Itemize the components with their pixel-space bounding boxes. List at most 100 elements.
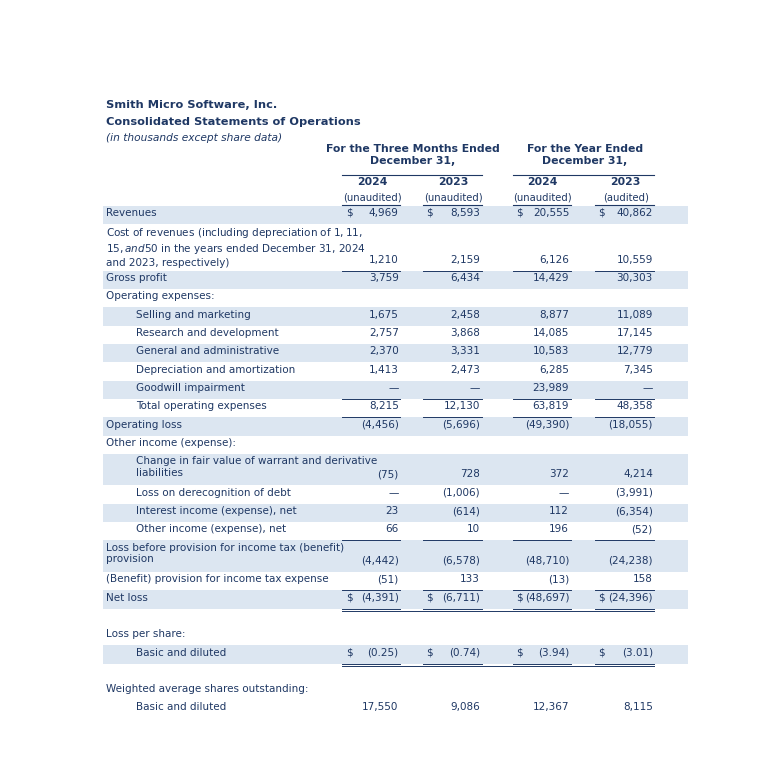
Bar	[103, 435, 688, 454]
Text: 2,370: 2,370	[369, 346, 399, 356]
Bar	[103, 206, 688, 224]
Text: (0.25): (0.25)	[368, 648, 399, 658]
Bar	[103, 308, 688, 325]
Text: 112: 112	[549, 506, 569, 516]
Text: —: —	[642, 383, 653, 393]
Text: 6,126: 6,126	[539, 254, 569, 264]
Bar	[103, 289, 688, 308]
Text: 63,819: 63,819	[533, 401, 569, 411]
Text: 12,779: 12,779	[616, 346, 653, 356]
Text: Loss on derecognition of debt: Loss on derecognition of debt	[136, 488, 291, 498]
Bar	[103, 224, 688, 271]
Text: 2024: 2024	[357, 178, 388, 188]
Text: 10,559: 10,559	[617, 254, 653, 264]
Text: (6,354): (6,354)	[615, 506, 653, 516]
Text: —: —	[470, 383, 480, 393]
Text: —: —	[389, 488, 399, 498]
Text: Loss per share:: Loss per share:	[106, 629, 186, 639]
Text: Operating loss: Operating loss	[106, 420, 183, 430]
Text: (unaudited): (unaudited)	[424, 192, 483, 202]
Text: $: $	[426, 208, 433, 218]
Text: (4,391): (4,391)	[361, 593, 399, 602]
Text: 17,145: 17,145	[616, 328, 653, 338]
Text: (13): (13)	[548, 574, 569, 584]
Text: 11,089: 11,089	[617, 309, 653, 319]
Text: 4,214: 4,214	[623, 469, 653, 479]
Text: 40,862: 40,862	[617, 208, 653, 218]
Text: 30,303: 30,303	[617, 273, 653, 283]
Text: Other income (expense), net: Other income (expense), net	[136, 524, 286, 534]
Bar	[103, 700, 688, 719]
Text: (48,710): (48,710)	[525, 556, 569, 566]
Text: $: $	[346, 648, 352, 658]
Text: Other income (expense):: Other income (expense):	[106, 438, 237, 448]
Text: 728: 728	[460, 469, 480, 479]
Text: —: —	[389, 383, 399, 393]
Text: 8,215: 8,215	[369, 401, 399, 411]
Text: Consolidated Statements of Operations: Consolidated Statements of Operations	[106, 117, 361, 128]
Bar	[103, 454, 688, 485]
Text: $: $	[517, 208, 523, 218]
Text: (4,442): (4,442)	[361, 556, 399, 566]
Text: 14,085: 14,085	[533, 328, 569, 338]
Text: 23,989: 23,989	[533, 383, 569, 393]
Text: (48,697): (48,697)	[524, 593, 569, 602]
Text: 9,086: 9,086	[450, 703, 480, 713]
Text: $: $	[517, 593, 523, 602]
Text: (614): (614)	[452, 506, 480, 516]
Bar	[103, 325, 688, 344]
Text: (49,390): (49,390)	[525, 420, 569, 430]
Text: 66: 66	[386, 524, 399, 534]
Text: General and administrative: General and administrative	[136, 346, 279, 356]
Text: 3,868: 3,868	[450, 328, 480, 338]
Bar	[103, 627, 688, 645]
Text: $: $	[598, 208, 605, 218]
Text: 1,413: 1,413	[369, 365, 399, 375]
Bar	[103, 608, 688, 627]
Text: 8,115: 8,115	[623, 703, 653, 713]
Text: 6,285: 6,285	[539, 365, 569, 375]
Text: For the Three Months Ended
December 31,: For the Three Months Ended December 31,	[326, 145, 500, 166]
Text: (0.74): (0.74)	[449, 648, 480, 658]
Bar	[103, 645, 688, 663]
Text: 133: 133	[460, 574, 480, 584]
Bar	[103, 540, 688, 572]
Bar	[103, 572, 688, 591]
Text: (6,578): (6,578)	[442, 556, 480, 566]
Text: (3.01): (3.01)	[621, 648, 653, 658]
Bar	[103, 663, 688, 682]
Text: Loss before provision for income tax (benefit)
provision: Loss before provision for income tax (be…	[106, 543, 345, 564]
Bar	[103, 344, 688, 363]
Text: Basic and diluted: Basic and diluted	[136, 703, 226, 713]
Bar	[103, 363, 688, 380]
Text: (6,711): (6,711)	[442, 593, 480, 602]
Text: 2023: 2023	[438, 178, 469, 188]
Text: For the Year Ended
December 31,: For the Year Ended December 31,	[527, 145, 643, 166]
Text: (51): (51)	[377, 574, 399, 584]
Bar	[103, 271, 688, 289]
Text: $: $	[426, 593, 433, 602]
Text: (24,396): (24,396)	[608, 593, 653, 602]
Text: 4,969: 4,969	[369, 208, 399, 218]
Text: $: $	[426, 648, 433, 658]
Bar	[103, 504, 688, 522]
Bar	[103, 522, 688, 540]
Text: Change in fair value of warrant and derivative
liabilities: Change in fair value of warrant and deri…	[136, 456, 377, 478]
Text: 2,458: 2,458	[450, 309, 480, 319]
Text: Depreciation and amortization: Depreciation and amortization	[136, 365, 295, 375]
Text: Gross profit: Gross profit	[106, 273, 167, 283]
Text: $: $	[346, 593, 352, 602]
Text: $: $	[598, 593, 605, 602]
Bar	[103, 682, 688, 700]
Text: (Benefit) provision for income tax expense: (Benefit) provision for income tax expen…	[106, 574, 329, 584]
Bar	[103, 591, 688, 608]
Bar	[103, 485, 688, 504]
Text: (52): (52)	[631, 524, 653, 534]
Text: (24,238): (24,238)	[608, 556, 653, 566]
Text: Net loss: Net loss	[106, 593, 148, 602]
Text: Research and development: Research and development	[136, 328, 278, 338]
Text: 6,434: 6,434	[450, 273, 480, 283]
Text: Interest income (expense), net: Interest income (expense), net	[136, 506, 297, 516]
Text: 12,130: 12,130	[443, 401, 480, 411]
Text: (18,055): (18,055)	[608, 420, 653, 430]
